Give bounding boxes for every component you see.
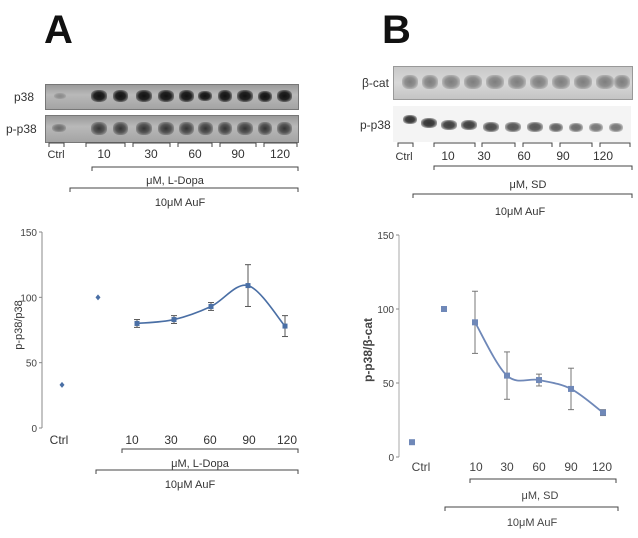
blot-a-lane-group-60: 60 [188, 147, 202, 161]
chart-a-treatment-label: μM, L-Dopa [171, 458, 230, 470]
blot-a-lane-group-120: 120 [270, 147, 290, 161]
blot-b-lane-group-60: 60 [517, 149, 531, 163]
chart-a-point-30 [171, 317, 177, 323]
chart-b-point-90 [568, 385, 574, 392]
chart-b-xtick-90: 90 [564, 460, 578, 474]
chart-a-ytick-50: 50 [26, 359, 38, 370]
panel-b-letter: B [382, 8, 411, 52]
chart-a-point-10 [134, 320, 140, 326]
chart-a-treatment-bracket [121, 448, 299, 453]
blot-a-strip-p38 [45, 84, 299, 110]
chart-a-point-120 [282, 323, 288, 329]
blot-b-ctrl-label: Ctrl [395, 151, 412, 163]
chart-a-point-auf-only [95, 294, 101, 301]
chart-a-xtick-60: 60 [203, 433, 217, 447]
chart-b-xtick-10: 10 [469, 460, 483, 474]
blot-a-lane-group-90: 90 [231, 147, 245, 161]
blot-b-strip-pp38 [393, 106, 631, 142]
chart-a-ylabel: p-p38/p38 [13, 300, 25, 350]
chart-b-condition-bracket [444, 506, 619, 511]
chart-b-xtick-ctrl: Ctrl [412, 460, 431, 474]
chart-b-point-ctrl [409, 439, 415, 446]
chart-b-ytick-150: 150 [377, 231, 394, 242]
blot-b-strip-bcat [393, 66, 633, 100]
blot-b-lane-group-90: 90 [556, 149, 570, 163]
chart-b-ytick-100: 100 [377, 305, 394, 316]
blot-b-condition-label: 10μM AuF [495, 206, 546, 218]
blot-a-lane-group-30: 30 [144, 147, 158, 161]
blot-b-lane-group-10: 10 [441, 149, 455, 163]
chart-b: 150 100 50 0 p-p38/β-cat Ctrl 10 30 60 90 1… [361, 231, 619, 529]
chart-b-point-10 [472, 319, 478, 326]
chart-b-xtick-120: 120 [592, 460, 612, 474]
western-blot-b: β-cat p-p38 [320, 0, 638, 225]
chart-b-point-60 [536, 377, 542, 384]
blot-b-treatment-label: μM, SD [510, 179, 547, 191]
blot-a-condition-label: 10μM AuF [155, 197, 206, 209]
chart-a-ytick-150: 150 [20, 228, 37, 239]
chart-b-ytick-50: 50 [383, 379, 395, 390]
blot-a-strip-pp38 [45, 115, 299, 143]
chart-b-treatment-bracket [469, 478, 617, 483]
blot-b-row-label-pp38: p-p38 [360, 118, 391, 132]
blot-b-row-label-bcat: β-cat [362, 76, 389, 90]
chart-b-point-120 [600, 409, 606, 416]
chart-b-series-line [474, 321, 604, 414]
chart-a-point-90 [245, 283, 251, 289]
chart-a-ytick-0: 0 [31, 424, 37, 435]
blot-a-lane-annotations: Ctrl 10 30 60 90 120 μM, L-Dopa 10μM AuF [47, 142, 299, 209]
blot-b-lane-group-30: 30 [477, 149, 491, 163]
blot-a-row-label-p38: p38 [14, 90, 35, 104]
chart-a: 150 100 50 0 p-p38/p38 Ctrl 10 30 60 90 120… [13, 228, 299, 491]
chart-b-treatment-label: μM, SD [522, 490, 559, 502]
chart-b-xtick-60: 60 [532, 460, 546, 474]
blot-a-treatment-label: μM, L-Dopa [146, 175, 205, 187]
chart-b-xtick-30: 30 [500, 460, 514, 474]
blot-a-row-label-pp38: p-p38 [6, 122, 37, 136]
chart-a-xtick-120: 120 [277, 433, 297, 447]
chart-a-condition-label: 10μM AuF [165, 479, 216, 491]
blot-b-lane-group-120: 120 [593, 149, 613, 163]
panel-a-letter: A [44, 8, 73, 52]
chart-b-ytick-0: 0 [388, 453, 394, 464]
blot-a-ctrl-label: Ctrl [47, 149, 64, 161]
chart-a-point-60 [208, 303, 214, 309]
chart-a-xtick-90: 90 [242, 433, 256, 447]
chart-b-condition-label: 10μM AuF [507, 517, 558, 529]
chart-a-ytick-100: 100 [20, 293, 37, 304]
chart-a-xtick-ctrl: Ctrl [50, 433, 69, 447]
chart-b-ylabel: p-p38/β-cat [361, 318, 375, 382]
chart-b-point-auf-only [441, 306, 447, 312]
chart-a-xtick-30: 30 [164, 433, 178, 447]
chart-b-point-30 [504, 372, 510, 379]
blot-b-lane-annotations: Ctrl 10 30 60 90 120 μM, SD 10μM AuF [395, 142, 633, 218]
western-blot-a: p38 p-p38 [0, 0, 320, 220]
chart-a-point-ctrl [59, 381, 65, 388]
chart-a-xtick-10: 10 [125, 433, 139, 447]
chart-a-condition-bracket [95, 469, 299, 474]
blot-a-lane-group-10: 10 [97, 147, 111, 161]
